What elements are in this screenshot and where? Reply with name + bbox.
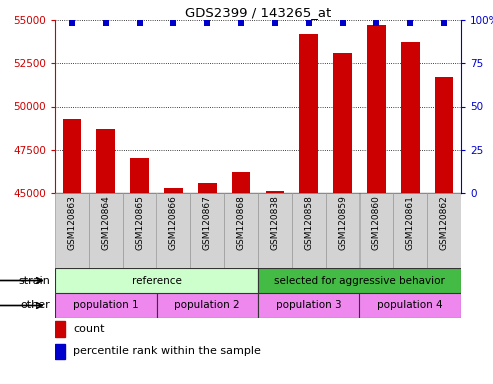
- Bar: [224, 193, 258, 268]
- Point: [68, 20, 76, 26]
- Bar: [198, 183, 216, 193]
- Text: GSM120860: GSM120860: [372, 195, 381, 250]
- Bar: [164, 188, 183, 193]
- Bar: [359, 293, 461, 318]
- Bar: [97, 129, 115, 193]
- Text: percentile rank within the sample: percentile rank within the sample: [73, 346, 261, 356]
- Text: GSM120866: GSM120866: [169, 195, 178, 250]
- Bar: [292, 193, 326, 268]
- Text: GSM120862: GSM120862: [440, 195, 449, 250]
- Bar: [258, 293, 359, 318]
- Point: [305, 20, 313, 26]
- Bar: [427, 193, 461, 268]
- Bar: [367, 25, 386, 193]
- Point: [102, 20, 110, 26]
- Bar: [359, 193, 393, 268]
- Point: [271, 20, 279, 26]
- Point: [136, 20, 143, 26]
- Text: population 2: population 2: [175, 301, 240, 311]
- Text: population 3: population 3: [276, 301, 342, 311]
- Text: reference: reference: [132, 275, 181, 285]
- Bar: [393, 193, 427, 268]
- Bar: [55, 321, 65, 337]
- Bar: [299, 34, 318, 193]
- Point: [339, 20, 347, 26]
- Text: selected for aggressive behavior: selected for aggressive behavior: [274, 275, 445, 285]
- Bar: [55, 293, 156, 318]
- Point: [170, 20, 177, 26]
- Text: population 4: population 4: [378, 301, 443, 311]
- Text: GSM120861: GSM120861: [406, 195, 415, 250]
- Point: [237, 20, 245, 26]
- Bar: [156, 193, 190, 268]
- Point: [203, 20, 211, 26]
- Text: GSM120864: GSM120864: [101, 195, 110, 250]
- Text: GSM120868: GSM120868: [237, 195, 246, 250]
- Bar: [266, 191, 284, 193]
- Text: GSM120867: GSM120867: [203, 195, 212, 250]
- Bar: [55, 344, 65, 359]
- Text: GSM120863: GSM120863: [68, 195, 76, 250]
- Point: [373, 20, 381, 26]
- Bar: [190, 193, 224, 268]
- Bar: [435, 77, 454, 193]
- Text: strain: strain: [18, 275, 50, 285]
- Text: GSM120859: GSM120859: [338, 195, 347, 250]
- Bar: [55, 268, 258, 293]
- Text: GSM120865: GSM120865: [135, 195, 144, 250]
- Bar: [156, 293, 258, 318]
- Bar: [63, 119, 81, 193]
- Title: GDS2399 / 143265_at: GDS2399 / 143265_at: [185, 6, 331, 19]
- Text: other: other: [20, 301, 50, 311]
- Text: count: count: [73, 324, 105, 334]
- Text: population 1: population 1: [73, 301, 139, 311]
- Bar: [258, 268, 461, 293]
- Bar: [401, 43, 420, 193]
- Bar: [55, 193, 89, 268]
- Bar: [333, 53, 352, 193]
- Text: GSM120838: GSM120838: [271, 195, 280, 250]
- Point: [406, 20, 414, 26]
- Bar: [258, 193, 292, 268]
- Bar: [232, 172, 250, 193]
- Text: GSM120858: GSM120858: [304, 195, 313, 250]
- Bar: [326, 193, 359, 268]
- Bar: [123, 193, 156, 268]
- Bar: [89, 193, 123, 268]
- Point: [440, 20, 448, 26]
- Bar: [130, 159, 149, 193]
